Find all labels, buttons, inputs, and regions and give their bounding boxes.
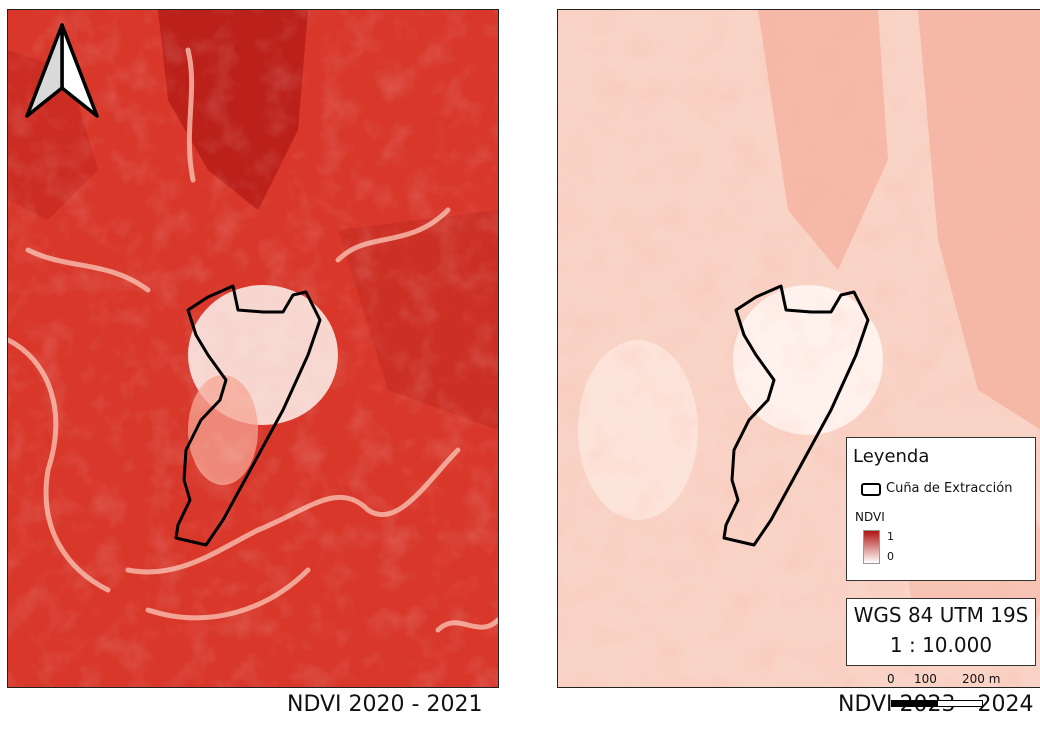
extraction-polygon-left — [174, 284, 322, 547]
ramp-min-label: 0 — [887, 550, 894, 563]
map-panel-ndvi-2020-2021 — [7, 9, 499, 688]
scalebar-label-200: 200 m — [962, 672, 1001, 686]
crs-name: WGS 84 UTM 19S — [853, 603, 1029, 627]
legend-ramp-title: NDVI — [855, 510, 885, 524]
scalebar-segment-white — [937, 700, 983, 707]
ndvi-raster-right — [558, 10, 1040, 687]
extraction-polygon-right — [722, 284, 870, 547]
legend-polygon-label: Cuña de Extracción — [886, 481, 1013, 496]
map-caption-left: NDVI 2020 - 2021 — [287, 692, 483, 717]
ndvi-raster-left — [8, 10, 498, 687]
crs-scale-box: WGS 84 UTM 19S 1 : 10.000 — [846, 598, 1036, 666]
scalebar-label-0: 0 — [887, 672, 895, 686]
scalebar-segment-black — [891, 700, 937, 707]
polygon-swatch-icon — [861, 483, 881, 496]
map-legend: Leyenda Cuña de Extracción NDVI 1 0 — [846, 437, 1036, 581]
scale-ratio: 1 : 10.000 — [889, 633, 993, 657]
scalebar-label-100: 100 — [914, 672, 937, 686]
north-arrow-icon — [25, 23, 99, 118]
map-panel-ndvi-2023-2024 — [557, 9, 1040, 688]
ramp-max-label: 1 — [887, 530, 894, 543]
ndvi-color-ramp — [863, 530, 880, 564]
legend-title: Leyenda — [853, 446, 930, 467]
